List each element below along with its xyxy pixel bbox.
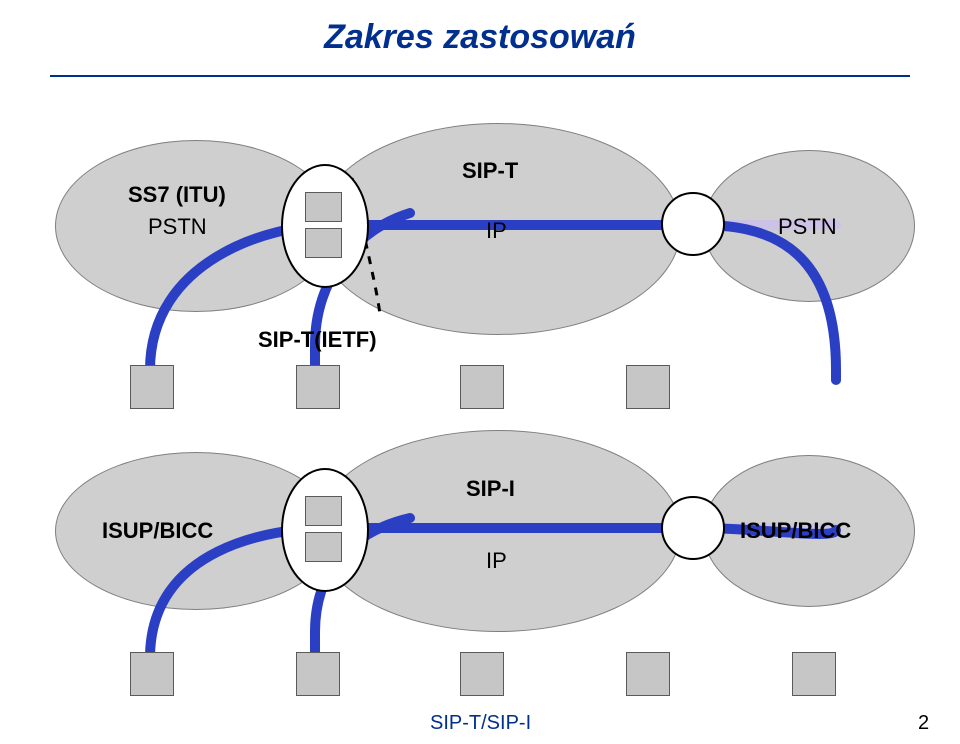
title-rule [50, 75, 910, 77]
upper-label-pstnR: PSTN [778, 214, 837, 240]
upper-label-sipt: SIP-T [462, 158, 518, 184]
lower-endpoint-2 [460, 652, 504, 696]
gw2-left-box-1 [305, 532, 342, 562]
ip-middle2-cloud [315, 430, 681, 632]
lower-endpoint-0 [130, 652, 174, 696]
lower-endpoint-1 [296, 652, 340, 696]
footer-label: SIP-T/SIP-I [430, 712, 531, 735]
lower-endpoint-4 [792, 652, 836, 696]
gw2-left-box-0 [305, 496, 342, 526]
gw-left-box-1 [305, 228, 342, 258]
upper-label-siptIETF: SIP-T(IETF) [258, 327, 377, 353]
gw-right-ring [661, 192, 725, 256]
upper-label-pstnL: PSTN [148, 214, 207, 240]
lower-label-ip2: IP [486, 548, 507, 574]
gw-left-box-0 [305, 192, 342, 222]
upper-endpoint-0 [130, 365, 174, 409]
upper-label-ss7: SS7 (ITU) [128, 182, 226, 208]
page-title: Zakres zastosowań [0, 18, 960, 57]
upper-endpoint-3 [626, 365, 670, 409]
upper-label-ip: IP [486, 218, 507, 244]
upper-endpoint-2 [460, 365, 504, 409]
lower-label-sipi: SIP-I [466, 476, 515, 502]
lower-label-isupL: ISUP/BICC [102, 518, 213, 544]
upper-endpoint-1 [296, 365, 340, 409]
gw2-right-ring [661, 496, 725, 560]
gw2-left-ring [281, 468, 369, 592]
lower-endpoint-3 [626, 652, 670, 696]
gw-left-ring [281, 164, 369, 288]
page-number: 2 [918, 712, 929, 735]
lower-label-isupR: ISUP/BICC [740, 518, 851, 544]
